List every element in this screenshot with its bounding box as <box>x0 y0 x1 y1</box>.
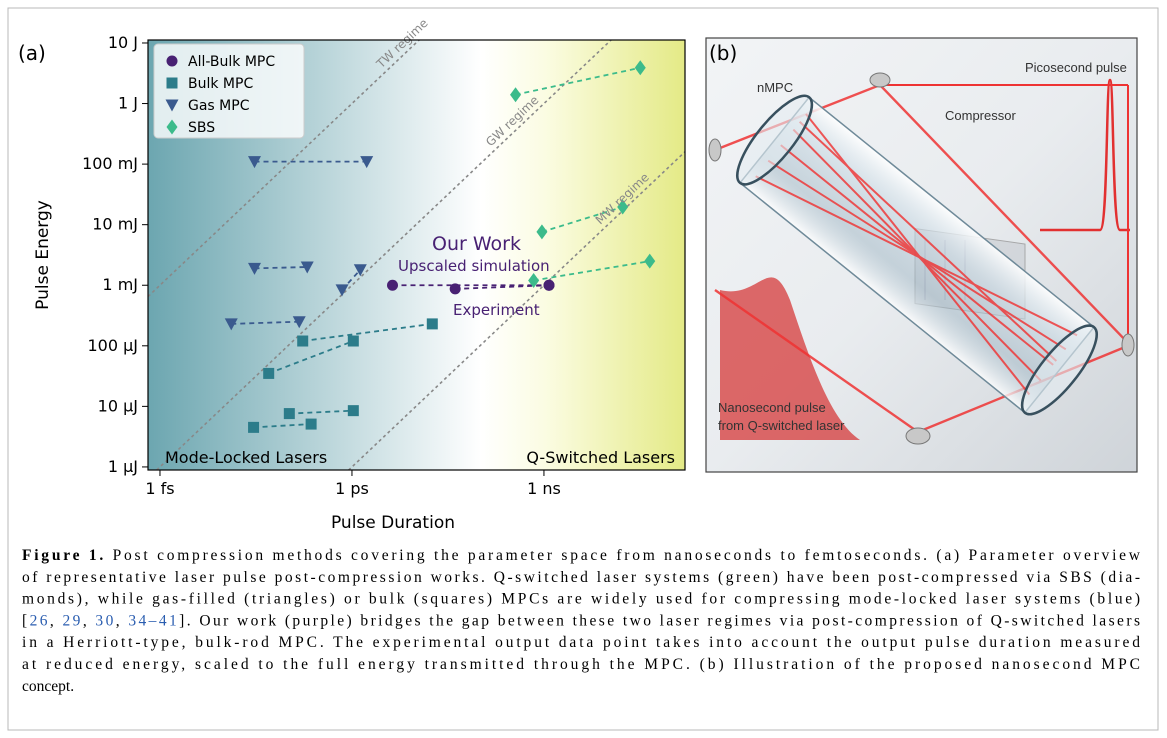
marker <box>283 408 295 420</box>
marker <box>305 418 317 430</box>
marker <box>347 405 359 417</box>
caption-line: concept. <box>22 678 74 695</box>
legend-label: Gas MPC <box>188 98 250 114</box>
series-line <box>515 66 650 282</box>
y-tick-label: 10 µJ <box>98 396 138 415</box>
marker <box>248 156 262 169</box>
figure-border <box>7 7 1159 731</box>
caption-line: Figure 1. Post compression methods cover… <box>22 547 1141 564</box>
marker <box>360 156 374 169</box>
marker <box>263 367 275 379</box>
x-axis-label: Pulse Duration <box>331 513 455 533</box>
x-tick-label: 1 ps <box>335 479 369 498</box>
marker <box>353 264 367 277</box>
y-tick-label: 1 µJ <box>108 457 138 476</box>
illustration <box>705 37 1138 473</box>
y-tick-label: 1 mJ <box>102 275 138 294</box>
legend-marker <box>166 119 178 135</box>
y-tick-label: 100 mJ <box>82 154 138 173</box>
citation-link[interactable]: 30 <box>95 612 113 629</box>
citation-link[interactable]: 26 <box>30 612 48 629</box>
caption-text: ]. Our work (purple) bridges the gap bet… <box>179 612 1140 629</box>
x-tick-label: 1 fs <box>145 479 174 498</box>
axes-frame <box>147 39 686 471</box>
marker <box>510 87 522 103</box>
plot-clip <box>148 40 685 470</box>
citation-link[interactable]: 34–41 <box>128 612 176 629</box>
caption-line: [26, 29, 30, 34–41]. Our work (purple) b… <box>22 612 1140 629</box>
caption-text: , <box>83 612 93 629</box>
caption-line: monds), while gas-filled (triangles) or … <box>22 591 1140 608</box>
marker <box>617 199 629 215</box>
marker <box>300 261 314 274</box>
marker <box>543 279 555 291</box>
y-tick-label: 10 mJ <box>92 215 138 234</box>
legend-label: SBS <box>188 120 215 136</box>
marker <box>347 335 359 347</box>
legend-label: All-Bulk MPC <box>188 54 275 70</box>
marker <box>536 224 548 240</box>
marker <box>297 335 309 347</box>
y-tick-label: 100 µJ <box>87 336 138 355</box>
marker <box>426 318 438 330</box>
caption-text: concept. <box>22 678 74 695</box>
y-axis-label: Pulse Energy <box>33 200 53 310</box>
caption-text: [ <box>22 612 27 629</box>
panel-label: (b) <box>709 41 737 65</box>
panel-label: (a) <box>18 41 46 65</box>
y-tick-label: 1 J <box>118 94 138 113</box>
illustration-label: from Q-switched laser <box>718 418 845 433</box>
region-label: Q-Switched Lasers <box>526 448 675 467</box>
caption-text: monds), while gas-filled (triangles) or … <box>22 591 1140 608</box>
citation-link[interactable]: 29 <box>63 612 81 629</box>
illustration-label: nMPC <box>757 80 793 95</box>
caption-text: Figure 1. <box>22 547 103 564</box>
annotation: Experiment <box>453 301 540 319</box>
caption-text: at reduced energy, scaled to the full en… <box>22 656 1140 673</box>
caption-text: of representative laser pulse post-compr… <box>22 569 1140 586</box>
series-line <box>253 323 433 429</box>
region-label: Mode-Locked Lasers <box>165 448 327 467</box>
caption-line: of representative laser pulse post-compr… <box>22 569 1140 586</box>
marker <box>634 60 646 76</box>
legend-label: Bulk MPC <box>188 76 253 92</box>
marker <box>224 318 238 331</box>
marker <box>644 253 656 269</box>
legend-box <box>153 43 305 139</box>
marker <box>248 421 260 433</box>
illustration-label: Compressor <box>945 108 1016 123</box>
illustration-label: Picosecond pulse <box>1025 60 1127 75</box>
caption-text: in a Herriott-type, bulk-rod MPC. The ex… <box>22 634 1140 651</box>
series-line <box>231 160 367 325</box>
caption-text: , <box>50 612 60 629</box>
marker <box>528 272 540 288</box>
caption-line: at reduced energy, scaled to the full en… <box>22 656 1140 673</box>
legend-marker <box>166 55 178 67</box>
marker <box>449 283 461 295</box>
y-tick-label: 10 J <box>108 33 138 52</box>
annotation: Our Work <box>432 233 521 255</box>
caption-line: in a Herriott-type, bulk-rod MPC. The ex… <box>22 634 1140 651</box>
annotation: Upscaled simulation <box>398 257 550 275</box>
legend-marker <box>166 77 178 89</box>
series-line <box>392 284 550 290</box>
caption-text: Post compression methods covering the pa… <box>106 547 1141 564</box>
legend-marker <box>165 99 179 112</box>
marker <box>386 279 398 291</box>
caption-text: , <box>116 612 126 629</box>
x-tick-label: 1 ns <box>527 479 561 498</box>
marker <box>248 262 262 275</box>
marker <box>335 284 349 297</box>
illustration-label: Nanosecond pulse <box>718 400 826 415</box>
marker <box>292 316 306 329</box>
